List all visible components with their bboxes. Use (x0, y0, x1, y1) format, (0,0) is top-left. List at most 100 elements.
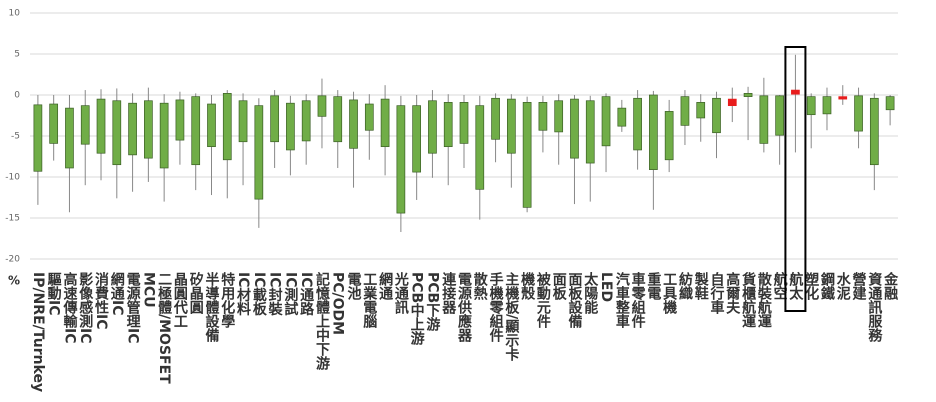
x-tick-label: 工具機 (661, 272, 678, 315)
x-tick-label: 消費性IC (93, 271, 109, 329)
x-tick-label: PCB下游 (424, 272, 440, 333)
x-tick-label: 晶圓代工 (172, 272, 189, 328)
x-tick-label: 航太 (787, 271, 803, 301)
x-tick-label: 製鞋 (693, 271, 710, 301)
candle-body (191, 96, 201, 166)
x-tick-label: PCB中上游 (409, 272, 425, 347)
y-tick-label: 5 (14, 50, 20, 60)
x-tick-label: 面板 (551, 272, 567, 301)
candle-body (727, 98, 737, 107)
x-tick-label: 高速傳輸IC (61, 271, 78, 343)
candle-body (270, 95, 279, 143)
candle-body (144, 100, 153, 159)
x-tick-label: 太陽能 (582, 271, 598, 315)
candle-body (680, 96, 690, 126)
x-tick-label: IC測試 (282, 272, 298, 317)
x-tick-label: 重電 (645, 271, 661, 301)
x-tick-label: IC通路 (298, 272, 314, 316)
candle-body (838, 96, 848, 100)
x-tick-label: 水泥 (835, 271, 851, 301)
candle-body (743, 93, 753, 97)
candle-body (396, 105, 406, 214)
candle-body (317, 95, 327, 117)
x-tick-label: 記憶體上中下游 (314, 271, 330, 371)
y-tick-label: -15 (5, 214, 20, 224)
candle-body (585, 100, 595, 164)
x-tick-label: 電池 (346, 271, 362, 301)
highlight-frame (784, 46, 807, 312)
candle-body (159, 102, 169, 169)
x-tick-label: 主機板/顯示卡 (503, 271, 519, 362)
x-tick-label: 工業電腦 (361, 272, 378, 329)
candle-body (759, 95, 769, 144)
candle-body (791, 89, 800, 95)
candle-body (380, 98, 390, 148)
x-tick-label: 驅動IC (46, 272, 62, 315)
candle-body (443, 102, 453, 148)
y-tick-label: -10 (5, 173, 20, 183)
y-axis-label: % (8, 274, 20, 288)
x-tick-label: 塑化 (803, 271, 819, 301)
candle-body (570, 98, 579, 159)
x-tick-label: 貨櫃航運 (740, 271, 757, 328)
x-tick-label: LED (598, 272, 614, 302)
x-tick-label: MCU (140, 272, 156, 308)
x-tick-label: 自行車 (709, 271, 726, 315)
candle-body (885, 96, 895, 111)
candle-body (80, 105, 90, 145)
candle-body (349, 99, 358, 149)
candle-body (601, 96, 611, 147)
x-tick-label: 車零組件 (630, 271, 647, 329)
x-tick-label: 散裝航運 (756, 271, 773, 328)
candle-body (554, 100, 564, 133)
x-tick-label: 高爾夫 (724, 271, 741, 315)
candle-body (412, 105, 422, 173)
candle-body (428, 100, 437, 154)
candle-body (238, 100, 248, 143)
candle-body (822, 96, 832, 115)
candle-body (222, 93, 232, 161)
x-tick-label: 特用化學 (219, 271, 235, 329)
candle-body (633, 97, 642, 151)
y-tick-label: 0 (14, 91, 20, 101)
x-tick-label: 網通 (377, 271, 393, 301)
x-tick-label: 半導體設備 (203, 271, 219, 343)
x-tick-label: 連接器 (440, 271, 457, 315)
x-tick-label: 電源管理IC (125, 271, 141, 343)
x-tick-label: 金融 (882, 271, 899, 301)
candle-body (254, 105, 264, 200)
candle-body (806, 96, 816, 116)
x-tick-label: 紡織 (677, 271, 693, 301)
x-tick-label: 影像感測IC (77, 272, 93, 343)
x-tick-label: 矽晶圓 (188, 271, 204, 315)
x-tick-label: IP/NRE/Turnkey (30, 272, 46, 392)
candle-body (649, 94, 658, 170)
x-tick-label: IC材料 (235, 272, 251, 317)
candle-body (869, 97, 879, 166)
candle-body (506, 98, 516, 154)
x-tick-label: IC封裝 (267, 272, 284, 317)
x-tick-label: IC載板 (251, 272, 267, 317)
candle-body (712, 97, 721, 134)
x-tick-label: 被動元件 (535, 271, 551, 329)
x-tick-label: 汽車整車 (614, 271, 631, 329)
x-tick-label: 鋼鐵 (819, 271, 836, 301)
x-tick-label: PC/ODM (330, 272, 346, 335)
x-tick-label: 散熱 (472, 271, 488, 301)
candle-body (364, 103, 374, 131)
candle-body (128, 102, 137, 156)
candle-body (664, 111, 674, 161)
candle-body (286, 102, 295, 151)
candle-body (175, 99, 185, 141)
candle-body (207, 103, 216, 148)
candle-body (475, 105, 485, 190)
candle-body (65, 107, 74, 169)
x-tick-label: 手機零組件 (488, 271, 505, 343)
candle-body (522, 102, 532, 208)
candle-body (49, 103, 59, 144)
x-tick-label: 面板設備 (566, 272, 582, 329)
x-tick-label: 網通IC (109, 271, 125, 315)
x-tick-label: 二極體/MOSFET (156, 272, 172, 384)
candle-body (775, 95, 784, 136)
